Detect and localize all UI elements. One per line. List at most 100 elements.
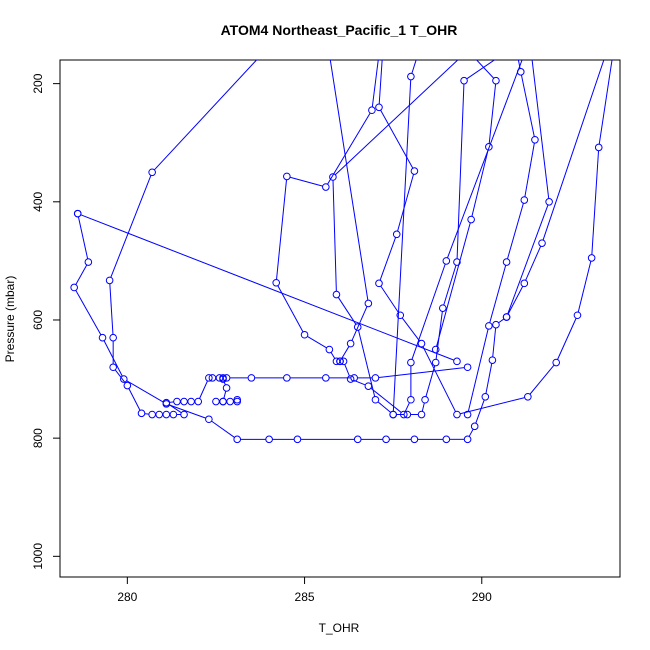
- data-point: [521, 51, 528, 58]
- data-point: [346, 375, 355, 383]
- series-segment: [109, 283, 114, 335]
- data-point: [70, 283, 78, 292]
- data-point: [415, 51, 422, 58]
- data-point: [463, 435, 472, 444]
- data-point: [371, 395, 380, 404]
- data-point: [375, 279, 383, 288]
- data-point: [468, 51, 475, 58]
- data-point: [545, 198, 553, 206]
- series-segment: [520, 74, 535, 137]
- series-segment: [425, 365, 436, 397]
- series-segment: [557, 318, 577, 360]
- data-point: [98, 333, 107, 342]
- data-point: [350, 374, 358, 382]
- data-point: [421, 395, 429, 404]
- x-tick-label: 280: [117, 590, 137, 604]
- series-segment: [529, 364, 555, 395]
- data-point: [481, 392, 490, 401]
- series-segment: [507, 204, 549, 315]
- data-point: [326, 51, 333, 58]
- data-point: [389, 410, 397, 419]
- series-segment: [488, 83, 497, 144]
- series-segment: [344, 364, 350, 377]
- series-segment: [598, 60, 613, 145]
- data-point: [410, 435, 419, 444]
- series-segment: [353, 379, 366, 386]
- data-point: [148, 168, 156, 177]
- series-segment: [525, 245, 542, 281]
- data-point: [84, 258, 93, 266]
- series-segment: [332, 180, 337, 292]
- data-point: [283, 172, 291, 181]
- series-segment: [507, 286, 524, 315]
- data-point: [169, 410, 178, 419]
- data-point: [205, 374, 213, 382]
- series-segment: [341, 346, 350, 359]
- series-segment: [447, 60, 523, 258]
- series-segment: [456, 83, 465, 259]
- plot-frame: [59, 59, 621, 578]
- data-point: [502, 313, 511, 321]
- series-segment: [524, 142, 535, 197]
- data-point: [463, 410, 472, 419]
- data-point: [109, 333, 117, 342]
- data-point: [148, 410, 156, 419]
- series-segment: [378, 60, 383, 105]
- series-segment: [591, 150, 600, 255]
- series-segment: [327, 112, 371, 185]
- data-point: [610, 51, 617, 58]
- y-tick-label: 600: [31, 310, 45, 330]
- data-point: [353, 323, 362, 331]
- series-segment: [492, 327, 497, 357]
- series-segment: [154, 60, 258, 171]
- series-12: [219, 375, 242, 406]
- series-1: [105, 60, 472, 419]
- data-point: [500, 51, 507, 58]
- series-segment: [397, 174, 415, 232]
- data-point: [105, 276, 114, 285]
- data-point: [463, 363, 472, 372]
- data-point: [467, 215, 475, 224]
- series-segment: [475, 399, 485, 424]
- data-point: [399, 410, 408, 419]
- series-segment: [371, 60, 379, 108]
- series-segment: [276, 179, 288, 280]
- series-segment: [277, 285, 304, 333]
- data-point: [368, 106, 376, 115]
- data-point: [375, 103, 383, 112]
- data-point: [431, 345, 440, 354]
- data-point: [293, 435, 302, 444]
- data-point: [233, 435, 242, 444]
- data-point: [155, 410, 164, 419]
- data-point: [516, 68, 525, 76]
- data-point: [528, 51, 535, 58]
- data-point: [265, 435, 273, 444]
- data-point: [603, 51, 610, 58]
- series-segment: [330, 352, 336, 359]
- chart-title: ATOM4 Northeast_Pacific_1 T_OHR: [221, 22, 458, 38]
- data-point: [247, 374, 256, 382]
- data-point: [205, 415, 213, 424]
- series-9: [326, 51, 373, 366]
- data-point: [552, 358, 561, 367]
- data-point: [364, 299, 373, 308]
- series-segment: [436, 222, 471, 347]
- data-point: [431, 358, 440, 367]
- series-segment: [404, 402, 410, 412]
- series-8: [463, 60, 539, 419]
- series-segment: [337, 297, 357, 325]
- series-segment: [378, 367, 465, 378]
- series-segment: [411, 60, 417, 74]
- series-segment: [531, 60, 550, 199]
- data-point: [403, 410, 412, 419]
- data-point: [219, 375, 227, 383]
- data-point: [396, 311, 405, 320]
- data-point: [573, 311, 582, 320]
- data-point: [119, 375, 128, 383]
- series-layer: [70, 51, 617, 444]
- series-13: [212, 397, 227, 406]
- data-point: [531, 135, 539, 144]
- data-point: [442, 257, 451, 265]
- data-point: [322, 183, 330, 191]
